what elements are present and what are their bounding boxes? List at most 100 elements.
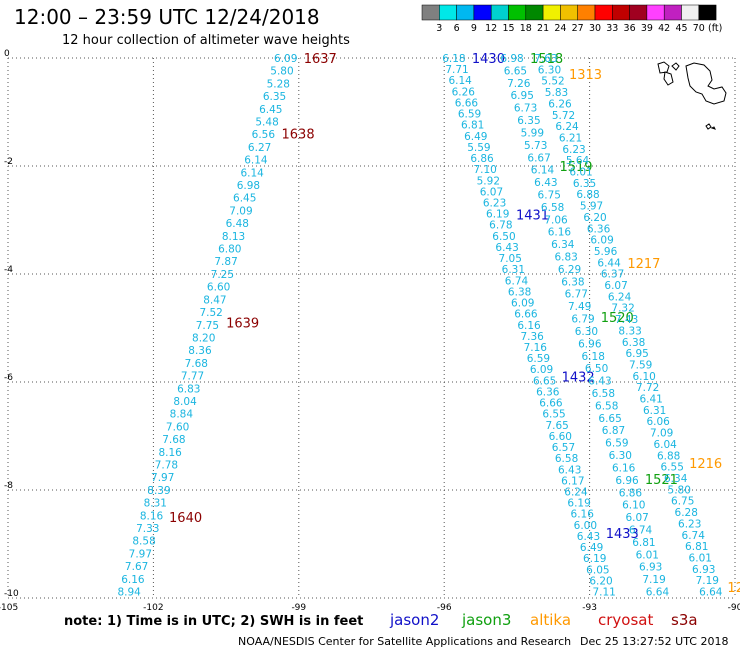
wave-height-label: 6.77 <box>565 289 588 301</box>
color-scale-swatch <box>542 4 561 21</box>
wave-height-label: 6.30 <box>609 450 632 462</box>
color-scale-label: 70 <box>693 23 705 34</box>
wave-height-label: 6.58 <box>592 388 615 400</box>
wave-height-label: 5.92 <box>477 175 500 187</box>
wave-height-label: 6.59 <box>605 438 628 450</box>
wave-height-label: 6.19 <box>567 498 590 510</box>
wave-height-label: 6.18 <box>582 351 605 363</box>
wave-height-label: 6.74 <box>505 275 529 287</box>
wave-height-label: 6.16 <box>548 227 572 239</box>
wave-height-label: 7.26 <box>507 78 531 90</box>
wave-height-label: 5.59 <box>467 142 490 154</box>
wave-height-label: 6.19 <box>486 209 509 221</box>
wave-height-label: 6.23 <box>678 518 701 530</box>
wave-height-label: 6.48 <box>226 218 249 230</box>
wave-height-label: 5.96 <box>594 246 618 258</box>
wave-height-label: 6.45 <box>259 104 282 116</box>
wave-height-label: 6.43 <box>577 531 600 543</box>
y-tick-label: -10 <box>4 589 19 599</box>
color-scale-label: 15 <box>502 23 514 34</box>
wave-height-label: 6.34 <box>664 473 688 485</box>
wave-height-label: 6.14 <box>244 155 268 167</box>
wave-height-label: 6.26 <box>548 98 572 110</box>
wave-height-label: 7.71 <box>445 64 468 76</box>
wave-height-label: 6.07 <box>480 186 503 198</box>
pass-time-label: 1430 <box>472 52 505 67</box>
wave-height-label: 7.68 <box>185 358 208 370</box>
wave-height-label: 7.59 <box>629 359 652 371</box>
wave-height-label: 6.79 <box>571 314 594 326</box>
wave-height-label: 6.55 <box>542 409 565 421</box>
wave-height-label: 6.04 <box>653 439 677 451</box>
wave-height-label: 6.73 <box>514 103 537 115</box>
color-scale-swatch <box>473 4 492 21</box>
wave-height-label: 6.30 <box>538 64 561 76</box>
wave-height-label: 5.97 <box>580 201 603 213</box>
wave-height-label: 6.58 <box>595 400 618 412</box>
wave-height-label: 6.34 <box>551 239 575 251</box>
wave-height-label: 6.21 <box>559 132 582 144</box>
wave-height-label: 6.88 <box>657 450 680 462</box>
wave-height-label: 6.37 <box>601 269 624 281</box>
wave-height-label: 8.47 <box>203 294 226 306</box>
wave-height-label: 6.23 <box>483 197 506 209</box>
color-scale-label: 9 <box>471 23 477 34</box>
x-tick-label: -93 <box>582 603 597 613</box>
wave-height-label: 6.95 <box>511 90 534 102</box>
wave-height-label: 7.11 <box>592 587 615 599</box>
wave-height-label: 6.16 <box>612 462 636 474</box>
wave-height-label: 6.24 <box>608 291 632 303</box>
wave-height-label: 8.36 <box>188 345 212 357</box>
color-scale-label: 33 <box>606 23 618 34</box>
wave-height-label: 8.16 <box>158 447 182 459</box>
wave-height-label: 6.09 <box>511 298 534 310</box>
wave-height-label: 6.45 <box>233 193 256 205</box>
pass-time-label: 1640 <box>169 511 202 526</box>
wave-height-label: 8.13 <box>222 231 245 243</box>
footnote: note: 1) Time is in UTC; 2) SWH is in fe… <box>64 614 363 629</box>
pass-time-label: 1637 <box>304 52 337 67</box>
wave-height-label: 6.93 <box>692 564 715 576</box>
pass-time-label: 1520 <box>601 311 634 326</box>
wave-height-label: 6.66 <box>455 97 479 109</box>
color-scale-swatch <box>612 4 630 21</box>
wave-tracks: 6.095.805.286.356.455.486.566.276.146.14… <box>117 52 740 599</box>
wave-height-label: 8.33 <box>618 325 641 337</box>
wave-height-label: 5.72 <box>552 110 575 122</box>
wave-height-label: 6.00 <box>574 520 597 532</box>
color-scale-label: 36 <box>624 23 636 34</box>
wave-height-label: 5.52 <box>541 76 564 88</box>
wave-height-label: 6.38 <box>622 337 645 349</box>
wave-height-label: 5.83 <box>545 87 568 99</box>
wave-height-label: 6.19 <box>583 553 606 565</box>
legend-cryosat: cryosat <box>598 611 653 629</box>
wave-height-label: 6.10 <box>622 500 645 512</box>
wave-height-label: 6.31 <box>643 405 666 417</box>
wave-height-label: 6.14 <box>531 165 555 177</box>
color-scale-label: 12 <box>485 23 497 34</box>
wave-height-label: 7.19 <box>642 574 665 586</box>
wave-height-label: 7.33 <box>136 523 159 535</box>
wave-height-label: 7.25 <box>211 269 234 281</box>
color-scale: 3 6 9 12 15 18 21 24 27 30 33 36 39 42 45 70 <box>421 4 717 34</box>
wave-height-label: 6.30 <box>575 326 598 338</box>
wave-height-label: 5.73 <box>524 140 547 152</box>
wave-height-label: 7.60 <box>166 421 189 433</box>
footer-timestamp: Dec 25 13:27:52 UTC 2018 <box>580 635 728 648</box>
wave-height-label: 6.41 <box>639 394 662 406</box>
wave-height-label: 7.97 <box>129 548 152 560</box>
wave-height-label: 6.01 <box>636 549 659 561</box>
wave-height-label: 8.58 <box>132 536 155 548</box>
wave-height-label: 6.49 <box>464 131 487 143</box>
color-scale-swatch <box>681 4 700 21</box>
color-scale-label: 18 <box>520 23 532 34</box>
wave-height-label: 7.63 <box>534 53 557 65</box>
wave-height-label: 6.01 <box>569 167 592 179</box>
wave-height-label: 6.43 <box>495 242 518 254</box>
wave-height-label: 6.65 <box>504 65 527 77</box>
wave-height-label: 7.97 <box>151 472 174 484</box>
y-tick-label: -6 <box>4 373 13 383</box>
wave-height-label: 7.49 <box>568 301 591 313</box>
wave-height-label: 6.16 <box>517 320 541 332</box>
wave-height-label: 7.05 <box>499 253 522 265</box>
